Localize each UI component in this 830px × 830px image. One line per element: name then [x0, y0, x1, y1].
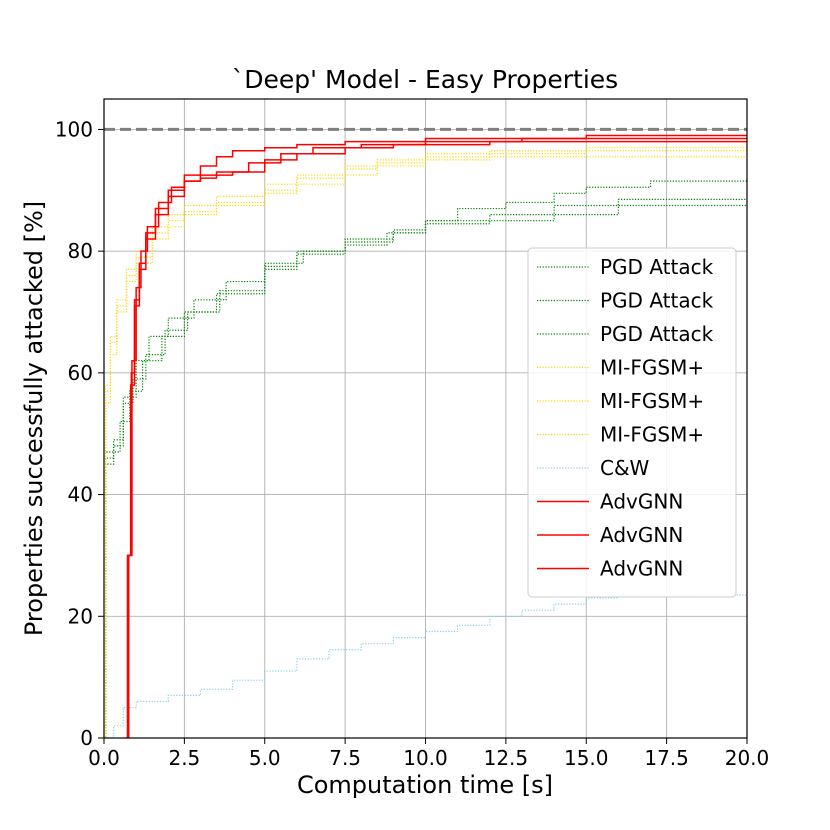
- y-tick-label: 0: [80, 726, 93, 750]
- y-tick-label: 80: [68, 239, 93, 263]
- x-tick-label: 12.5: [484, 746, 529, 770]
- legend-label: PGD Attack: [600, 289, 714, 313]
- chart-title: `Deep' Model - Easy Properties: [232, 65, 618, 94]
- y-axis: 0 20 40 60 80 100: [55, 117, 104, 750]
- legend-label: C&W: [600, 456, 650, 480]
- legend: PGD Attack PGD Attack PGD Attack MI-FGSM+ MI…: [527, 247, 737, 598]
- y-tick-label: 40: [68, 483, 93, 507]
- series-line-mi-fgsm--5: [104, 141, 747, 738]
- series-line-mi-fgsm--4: [104, 147, 747, 738]
- x-tick-label: 17.5: [644, 746, 689, 770]
- legend-label: MI-FGSM+: [600, 356, 704, 380]
- x-axis: 0.0 2.5 5.0 7.5 10.0 12.5 15.0 17.5 20.0: [88, 738, 769, 770]
- legend-label: MI-FGSM+: [600, 423, 704, 447]
- x-tick-label: 10.0: [403, 746, 448, 770]
- series-line-advgnn-9: [127, 137, 747, 738]
- legend-label: AdvGNN: [600, 557, 683, 581]
- x-tick-label: 0.0: [88, 746, 120, 770]
- y-tick-label: 20: [68, 604, 93, 628]
- series-group: [104, 127, 747, 738]
- legend-label: AdvGNN: [600, 523, 683, 547]
- x-tick-label: 5.0: [249, 746, 281, 770]
- legend-box: [527, 247, 737, 598]
- series-line-pgd-attack-1: [104, 202, 747, 738]
- x-axis-label: Computation time [s]: [297, 771, 553, 799]
- legend-label: PGD Attack: [600, 255, 714, 279]
- legend-label: AdvGNN: [600, 490, 683, 514]
- series-line-pgd-attack-2: [104, 178, 747, 738]
- legend-label: PGD Attack: [600, 322, 714, 346]
- y-tick-label: 60: [68, 361, 93, 385]
- series-line-pgd-attack-0: [104, 196, 747, 738]
- x-tick-label: 7.5: [329, 746, 361, 770]
- x-tick-label: 2.5: [168, 746, 200, 770]
- series-line-c-w-6: [104, 591, 747, 738]
- y-axis-label: Properties successfully attacked [%]: [20, 201, 48, 636]
- x-tick-label: 15.0: [564, 746, 609, 770]
- y-tick-label: 100: [55, 117, 93, 141]
- legend-label: MI-FGSM+: [600, 389, 704, 413]
- x-tick-label: 20.0: [725, 746, 770, 770]
